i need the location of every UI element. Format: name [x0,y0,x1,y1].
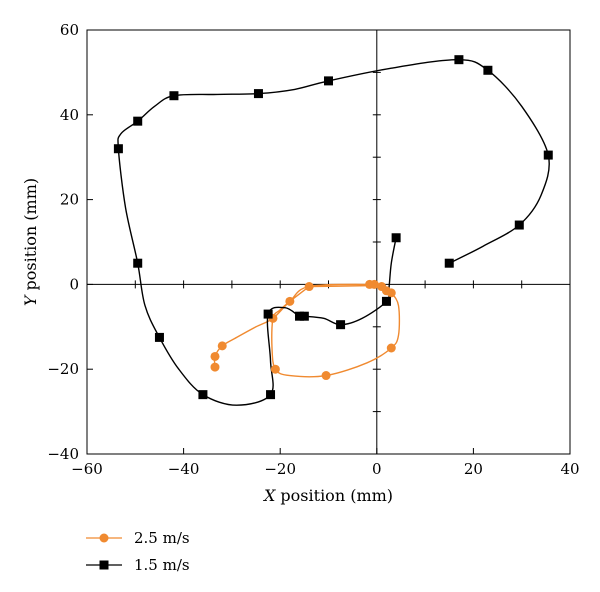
data-point-1-5-m-s [336,320,346,330]
data-point-1-5-m-s [514,220,524,230]
data-point-1-5-m-s [198,390,208,400]
data-point-1-5-m-s [154,332,164,342]
data-point-2-5-m-s [304,282,314,292]
series-line-1-5-m-s [117,58,550,406]
series-line-2-5-m-s [213,283,401,378]
data-point-2-5-m-s [321,371,331,381]
data-point-1-5-m-s [113,144,123,154]
x-axis-label: X position (mm) [262,486,393,505]
legend-label-2-5: 2.5 m/s [134,529,190,547]
data-point-1-5-m-s [483,65,493,75]
legend-entry-1-5: 1.5 m/s [86,556,190,574]
data-point-1-5-m-s [543,150,553,160]
data-point-1-5-m-s [454,55,464,65]
data-point-1-5-m-s [295,311,305,321]
x-tick-label: 40 [560,460,579,478]
x-tick-label: −40 [168,460,200,478]
x-tick-label: −20 [264,460,296,478]
data-point-2-5-m-s [386,288,396,298]
x-tick-label: 20 [464,460,483,478]
data-point-2-5-m-s [270,364,280,374]
y-tick-label: 60 [60,21,79,39]
data-point-1-5-m-s [444,258,454,268]
y-tick-label: 40 [60,106,79,124]
data-point-1-5-m-s [253,89,263,99]
data-point-1-5-m-s [169,91,179,101]
legend-entry-2-5: 2.5 m/s [86,529,190,547]
y-axis-label-text: position (mm) [21,178,40,296]
tick-marks [86,29,571,455]
y-axis-label-variable: Y [21,294,40,306]
plot-frame [86,29,571,455]
data-point-1-5-m-s [133,258,143,268]
data-point-1-5-m-s [391,233,401,243]
data-point-2-5-m-s [369,279,379,289]
data-point-2-5-m-s [210,351,220,361]
series-curves [117,58,550,406]
legend-label-1-5: 1.5 m/s [134,556,190,574]
zero-axes [87,30,570,454]
x-tick-label: 0 [372,460,382,478]
y-tick-label: 20 [60,191,79,209]
legend-marker-2-5 [99,533,109,543]
data-point-1-5-m-s [133,116,143,126]
x-axis-label-variable: X [262,486,276,505]
series-markers [113,55,553,400]
data-point-2-5-m-s [285,296,295,306]
y-axis-label: Y position (mm) [21,178,40,306]
data-point-1-5-m-s [299,311,309,321]
x-axis-label-text: position (mm) [275,486,393,505]
data-point-2-5-m-s [210,362,220,372]
y-tick-label: −20 [47,360,79,378]
data-point-1-5-m-s [324,76,333,86]
y-tick-label: −40 [47,445,79,463]
legend-marker-1-5 [99,560,109,570]
data-point-1-5-m-s [381,296,391,306]
x-tick-label: −60 [71,460,103,478]
data-point-1-5-m-s [266,390,276,400]
data-point-2-5-m-s [386,343,396,353]
y-tick-label: 0 [69,275,79,293]
legend: 2.5 m/s 1.5 m/s [86,529,190,574]
data-point-2-5-m-s [217,341,227,351]
data-point-1-5-m-s [263,309,273,319]
